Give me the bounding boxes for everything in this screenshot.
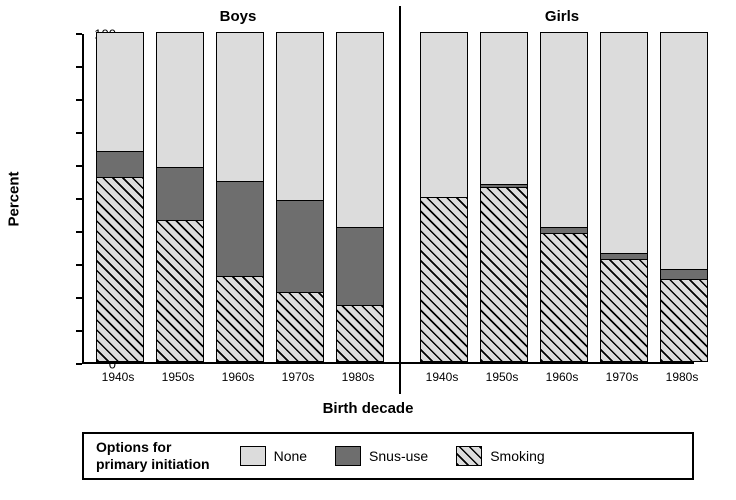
category-label: 1980s [342,370,375,384]
legend-item-smoking: Smoking [456,446,544,466]
bar [276,32,324,362]
bar-segment-none [217,33,263,181]
legend-label-snus: Snus-use [369,448,428,464]
bar-segment-smoking [541,233,587,361]
bar-segment-snus [661,269,707,279]
bar-segment-smoking [601,259,647,361]
legend-swatch-snus [335,446,361,466]
plot-area [82,34,694,364]
bar-segment-smoking [481,187,527,361]
y-axis-label: Percent [6,171,23,226]
bar [480,32,528,362]
bar-segment-smoking [97,177,143,361]
panel-title-girls: Girls [545,8,579,25]
legend-swatch-smoking [456,446,482,466]
legend-title-line1: Options for [96,439,171,455]
legend-title: Options for primary initiation [96,439,210,473]
bar-segment-none [97,33,143,151]
category-label: 1950s [162,370,195,384]
bar-segment-smoking [337,305,383,361]
bar-segment-none [421,33,467,197]
bar-segment-none [157,33,203,167]
category-label: 1970s [606,370,639,384]
bar-segment-smoking [217,276,263,361]
bar-segment-none [337,33,383,227]
panel-divider [399,6,401,394]
bar-segment-snus [157,167,203,219]
x-axis-label: Birth decade [0,400,736,417]
legend-item-none: None [240,446,307,466]
category-label: 1960s [222,370,255,384]
bar-segment-none [661,33,707,269]
category-label: 1980s [666,370,699,384]
bar [156,32,204,362]
bar-segment-snus [97,151,143,177]
stacked-bar-chart: Percent 0102030405060708090100 Boys Girl… [0,0,736,500]
bar [420,32,468,362]
bar-segment-snus [217,181,263,276]
panel-title-boys: Boys [220,8,257,25]
category-label: 1970s [282,370,315,384]
category-label: 1940s [102,370,135,384]
bar-segment-none [601,33,647,253]
bar-segment-snus [277,200,323,292]
category-label: 1940s [426,370,459,384]
legend-swatch-none [240,446,266,466]
category-label: 1960s [546,370,579,384]
legend-label-none: None [274,448,307,464]
bar [540,32,588,362]
legend-item-snus: Snus-use [335,446,428,466]
bar [660,32,708,362]
legend-label-smoking: Smoking [490,448,544,464]
bar-segment-none [541,33,587,227]
bar-segment-none [277,33,323,200]
bar [600,32,648,362]
bar-segment-smoking [277,292,323,361]
bar-segment-smoking [421,197,467,361]
bar-segment-smoking [157,220,203,361]
legend-title-line2: primary initiation [96,456,210,472]
legend: Options for primary initiation None Snus… [82,432,694,480]
category-label: 1950s [486,370,519,384]
bar [216,32,264,362]
bar-segment-smoking [661,279,707,361]
bar [336,32,384,362]
bar-segment-snus [337,227,383,306]
bar [96,32,144,362]
bar-segment-none [481,33,527,184]
